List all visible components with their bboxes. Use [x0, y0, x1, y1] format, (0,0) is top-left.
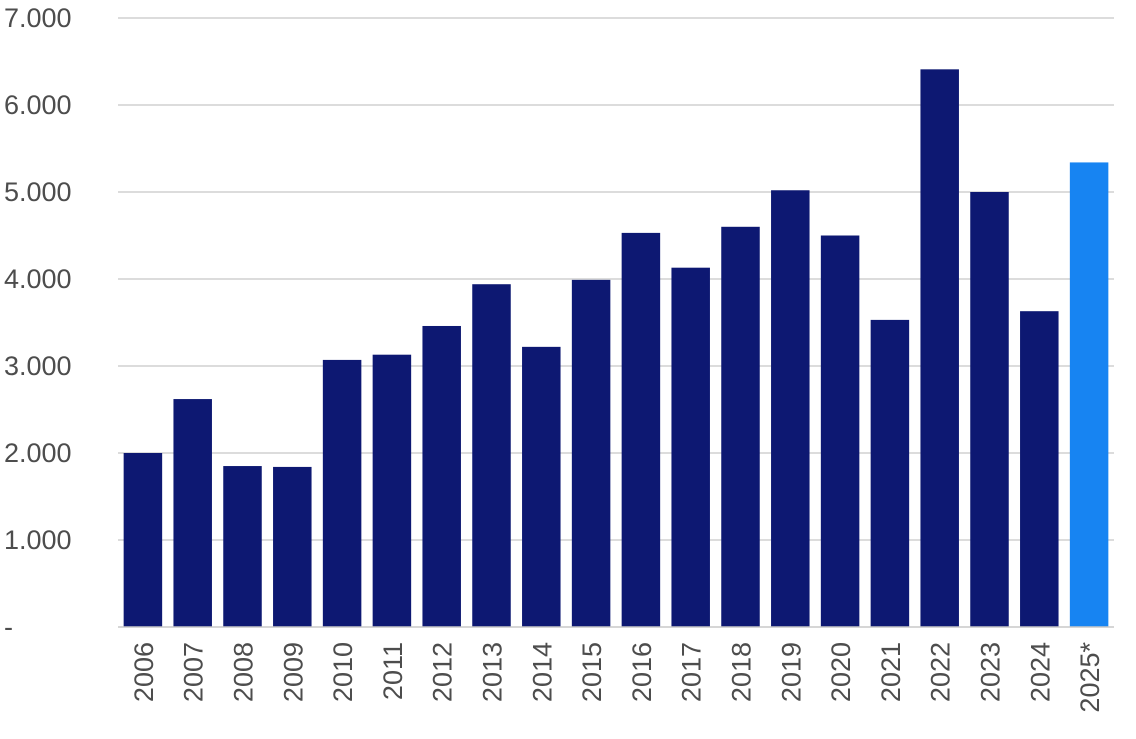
- bars: [123, 69, 1109, 628]
- x-tick-label: 2012: [428, 642, 458, 702]
- x-tick-label: 2018: [727, 642, 757, 702]
- bar-2025-estimate: [1069, 162, 1109, 628]
- bar-2014: [522, 346, 561, 627]
- x-tick-label: 2008: [229, 642, 259, 702]
- x-tick-label: 2009: [278, 642, 308, 702]
- x-tick-label: 2015: [577, 642, 607, 702]
- x-tick-label: 2020: [826, 642, 856, 702]
- bar-2022: [920, 69, 959, 627]
- x-tick-label: 2019: [776, 642, 806, 702]
- bar-2021: [870, 319, 910, 627]
- x-axis-tick-labels: 2006 2007 2008 2009 2010 2011 2012 2013 2014 2015…: [129, 642, 1105, 713]
- bar-2024: [1020, 311, 1059, 627]
- x-tick-label: 2016: [627, 642, 657, 702]
- y-tick-label: 5.000: [4, 177, 72, 207]
- x-tick-label: 2017: [677, 642, 707, 702]
- x-tick-label: 2006: [129, 642, 159, 702]
- x-tick-label: 2025*: [1075, 642, 1105, 713]
- x-tick-label: 2014: [527, 642, 557, 702]
- y-tick-label: 4.000: [4, 264, 72, 294]
- y-tick-label: 1.000: [4, 525, 72, 555]
- y-axis-tick-labels: - 1.000 2.000 3.000 4.000 5.000 6.000 7.000: [4, 3, 72, 642]
- x-tick-label: 2011: [378, 642, 408, 700]
- y-tick-label: 3.000: [4, 351, 72, 381]
- x-tick-label: 2021: [876, 642, 906, 702]
- bar-2009: [273, 466, 312, 627]
- bar-2013: [472, 284, 511, 627]
- bar-2011: [372, 354, 412, 627]
- y-tick-label: 7.000: [4, 3, 72, 33]
- bar-2017: [671, 267, 710, 627]
- bar-2020: [820, 235, 860, 627]
- x-tick-label: 2010: [328, 642, 358, 702]
- bar-2007: [173, 399, 212, 627]
- bar-2012: [422, 325, 461, 627]
- y-tick-label: -: [4, 612, 13, 642]
- gridlines: [118, 17, 1114, 541]
- bar-2006: [123, 453, 163, 627]
- x-tick-label: 2023: [976, 642, 1006, 702]
- y-tick-label: 6.000: [4, 90, 72, 120]
- bar-2018: [721, 226, 760, 628]
- x-tick-label: 2022: [926, 642, 956, 702]
- bar-2008: [223, 466, 262, 627]
- x-tick-label: 2024: [1025, 642, 1055, 702]
- bar-2015: [571, 279, 611, 627]
- bar-2016: [621, 232, 661, 627]
- x-tick-label: 2007: [179, 642, 209, 702]
- bar-2019: [771, 190, 810, 627]
- x-tick-label: 2013: [478, 642, 508, 702]
- y-tick-label: 2.000: [4, 438, 72, 468]
- bar-2023: [970, 192, 1009, 627]
- bar-2010: [322, 359, 362, 627]
